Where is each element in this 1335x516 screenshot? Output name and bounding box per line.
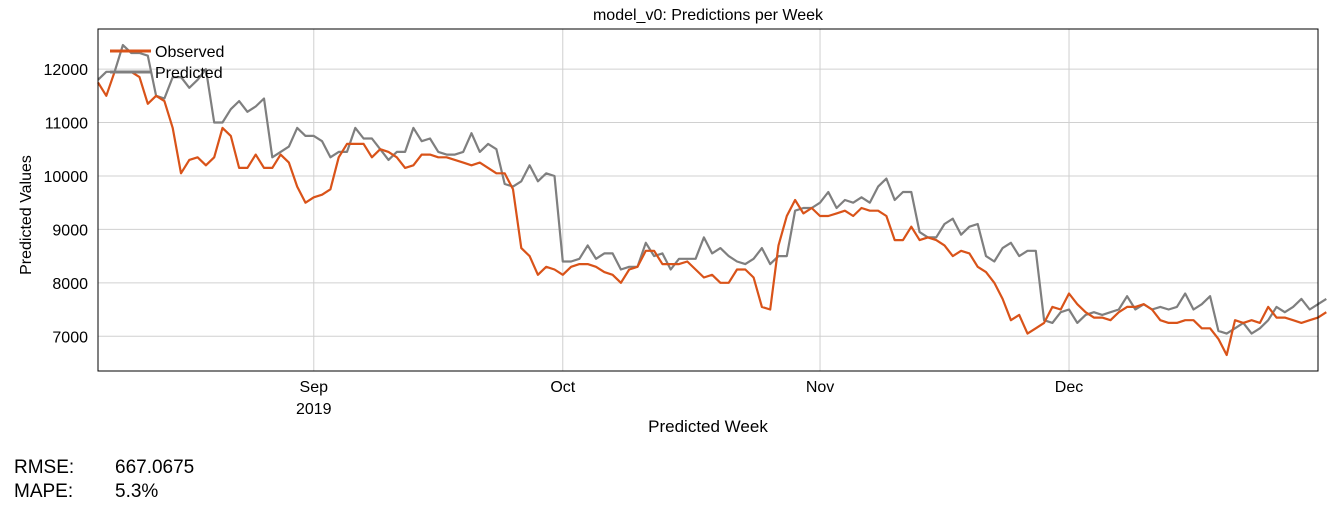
legend-item-observed: Observed (110, 44, 224, 61)
y-tick-label: 8000 (52, 276, 88, 293)
mape-label: MAPE: (14, 481, 74, 502)
y-tick-labels: 7000 8000 9000 10000 11000 12000 (44, 62, 89, 346)
x-tick-label: Sep (300, 379, 329, 396)
metric-row-mape: MAPE: 5.3% (14, 480, 194, 504)
series-lines (97, 43, 1327, 357)
x-tick-sublabel: 2019 (296, 401, 332, 418)
series-line-predicted (97, 43, 1327, 335)
legend-label: Predicted (155, 65, 223, 82)
metric-row-rmse: RMSE: 667.0675 (14, 456, 194, 480)
y-tick-label: 9000 (52, 222, 88, 239)
x-tick-labels: Sep 2019 Oct Nov Dec (296, 379, 1083, 418)
y-tick-label: 11000 (45, 116, 88, 133)
y-tick-label: 10000 (44, 169, 89, 186)
series-line-observed (97, 70, 1327, 357)
y-tick-label: 12000 (44, 62, 89, 79)
metrics-panel: RMSE: 667.0675 MAPE: 5.3% (14, 456, 194, 504)
rmse-label: RMSE: (14, 457, 75, 478)
grid-lines (98, 29, 1318, 371)
predictions-chart: model_v0: Predictions per Week 7000 8000 9… (18, 7, 1327, 436)
y-tick-label: 7000 (52, 329, 88, 346)
plot-area-frame (97, 28, 1319, 372)
mape-value: 5.3% (115, 481, 159, 502)
x-tick-label: Dec (1055, 379, 1083, 396)
x-axis-label: Predicted Week (648, 417, 768, 436)
legend-item-predicted: Predicted (110, 65, 223, 82)
legend-label: Observed (155, 44, 224, 61)
y-axis-label: Predicted Values (18, 155, 35, 275)
legend: Observed Predicted (110, 44, 224, 82)
rmse-value: 667.0675 (115, 457, 195, 478)
x-tick-label: Oct (550, 379, 575, 396)
chart-title: model_v0: Predictions per Week (593, 7, 824, 24)
x-tick-label: Nov (806, 379, 834, 396)
